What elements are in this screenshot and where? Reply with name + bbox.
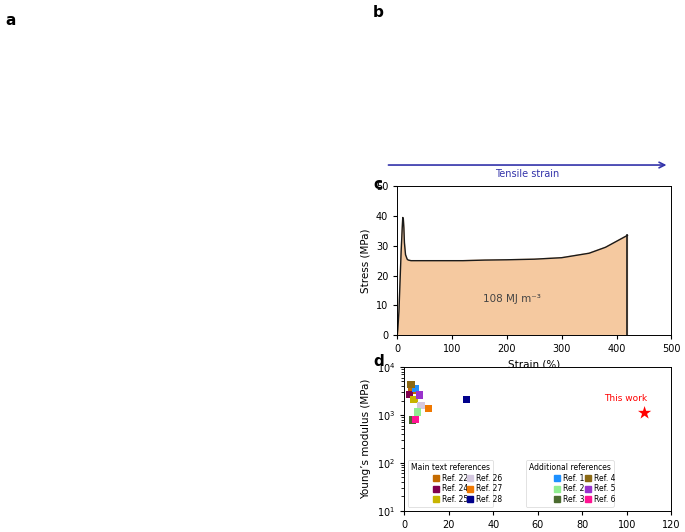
- Polygon shape: [397, 218, 627, 335]
- Point: [409, 395, 420, 404]
- Point: [414, 391, 425, 400]
- Point: [410, 415, 421, 424]
- Text: This work: This work: [603, 394, 647, 403]
- Point: [406, 386, 417, 394]
- Point: [406, 380, 416, 389]
- X-axis label: Strain (%): Strain (%): [508, 360, 560, 370]
- Point: [415, 401, 426, 410]
- Point: [410, 384, 421, 393]
- Text: a: a: [5, 13, 16, 28]
- Text: d: d: [373, 354, 384, 369]
- Text: Tensile strain: Tensile strain: [495, 169, 560, 179]
- Point: [404, 390, 415, 398]
- Point: [639, 409, 650, 417]
- Text: c: c: [373, 177, 382, 192]
- Point: [407, 416, 418, 425]
- Text: 108 MJ m⁻³: 108 MJ m⁻³: [484, 294, 541, 304]
- Legend: Ref. 4, Ref. 5, Ref. 6: Ref. 4, Ref. 5, Ref. 6: [582, 471, 619, 507]
- Text: b: b: [373, 5, 384, 20]
- Point: [423, 404, 434, 413]
- Y-axis label: Young’s modulus (MPa): Young’s modulus (MPa): [361, 379, 371, 499]
- Point: [412, 408, 423, 417]
- Y-axis label: Stress (MPa): Stress (MPa): [360, 228, 371, 293]
- Point: [461, 395, 472, 404]
